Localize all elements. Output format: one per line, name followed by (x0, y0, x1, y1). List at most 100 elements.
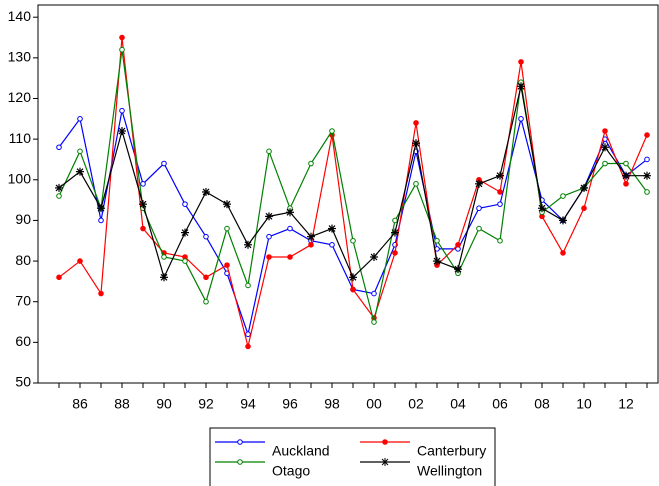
marker (245, 343, 251, 350)
marker (329, 128, 335, 134)
marker (497, 201, 503, 207)
marker-stroke (517, 82, 525, 90)
marker-stroke (580, 184, 588, 192)
legend-box (209, 427, 496, 486)
marker-stroke (286, 208, 294, 216)
x-tick-label: 00 (366, 396, 382, 412)
marker-stroke (370, 253, 378, 261)
marker (98, 217, 104, 224)
marker-stroke (76, 168, 84, 176)
legend-marker (237, 439, 243, 445)
legend-marker (382, 439, 388, 445)
x-tick-label: 92 (198, 396, 214, 412)
marker (538, 204, 546, 213)
marker (119, 46, 125, 53)
series-line (58, 37, 648, 347)
marker (140, 181, 146, 187)
marker (392, 250, 398, 256)
x-tick-label: 02 (408, 396, 424, 412)
marker-stroke (223, 200, 231, 208)
marker (350, 237, 356, 244)
marker (203, 233, 209, 240)
plot-frame (37, 4, 659, 384)
marker (286, 208, 294, 217)
marker (266, 233, 272, 240)
legend-marker (237, 459, 243, 465)
marker (265, 212, 273, 221)
marker (560, 250, 566, 256)
marker (224, 262, 230, 268)
y-tick-label: 70 (15, 292, 31, 308)
marker (370, 253, 378, 261)
marker-stroke (118, 127, 126, 135)
marker-stroke (643, 172, 651, 180)
marker (496, 171, 504, 180)
marker (161, 254, 167, 260)
marker (245, 282, 251, 289)
marker (139, 200, 147, 209)
marker-stroke (265, 212, 273, 220)
marker (308, 160, 314, 167)
marker (581, 205, 587, 212)
series-line (58, 86, 647, 280)
marker (119, 107, 125, 114)
marker (328, 224, 336, 233)
marker (223, 200, 231, 209)
legend-label: Wellington (417, 463, 482, 479)
x-tick-label: 12 (618, 396, 634, 412)
marker-stroke (496, 172, 504, 180)
y-tick-label: 130 (8, 49, 32, 65)
y-tick-label: 140 (8, 8, 32, 24)
marker (623, 160, 629, 167)
y-tick-label: 120 (8, 89, 32, 105)
marker-stroke (139, 200, 147, 208)
marker-stroke (349, 273, 357, 281)
marker (160, 273, 168, 282)
marker (476, 205, 482, 212)
marker (518, 116, 524, 122)
marker (476, 225, 482, 232)
marker (349, 273, 357, 282)
marker (76, 167, 84, 176)
y-tick-label: 110 (9, 130, 32, 146)
marker-stroke (181, 229, 189, 237)
marker (224, 225, 230, 232)
y-tick-label: 100 (8, 170, 32, 186)
marker (182, 258, 188, 264)
marker (392, 217, 398, 224)
marker (644, 132, 650, 138)
marker-stroke (97, 204, 105, 212)
marker (245, 331, 251, 338)
marker (412, 139, 420, 148)
marker (580, 183, 588, 192)
marker-stroke (622, 172, 630, 180)
marker (56, 274, 62, 281)
marker (77, 258, 83, 264)
y-tick-label: 90 (15, 211, 31, 227)
marker (602, 128, 608, 134)
marker (560, 193, 566, 199)
marker (119, 34, 125, 41)
marker (329, 242, 335, 248)
legend-label: Auckland (272, 443, 330, 459)
legend: Auckland Canterbury Otago Wellington (209, 427, 496, 486)
marker-stroke (454, 265, 462, 273)
marker (287, 254, 293, 260)
marker-stroke (412, 139, 420, 147)
marker (56, 144, 62, 151)
marker-stroke (328, 225, 336, 232)
marker-stroke (202, 188, 210, 196)
x-tick-label: 04 (450, 396, 466, 412)
marker (371, 319, 377, 325)
marker (244, 240, 252, 249)
marker (181, 228, 189, 237)
marker (433, 257, 441, 266)
marker (203, 274, 209, 281)
marker-stroke (244, 241, 252, 249)
marker (350, 286, 356, 293)
marker (77, 148, 83, 155)
marker (55, 183, 63, 192)
marker (56, 193, 62, 199)
marker (266, 254, 272, 260)
